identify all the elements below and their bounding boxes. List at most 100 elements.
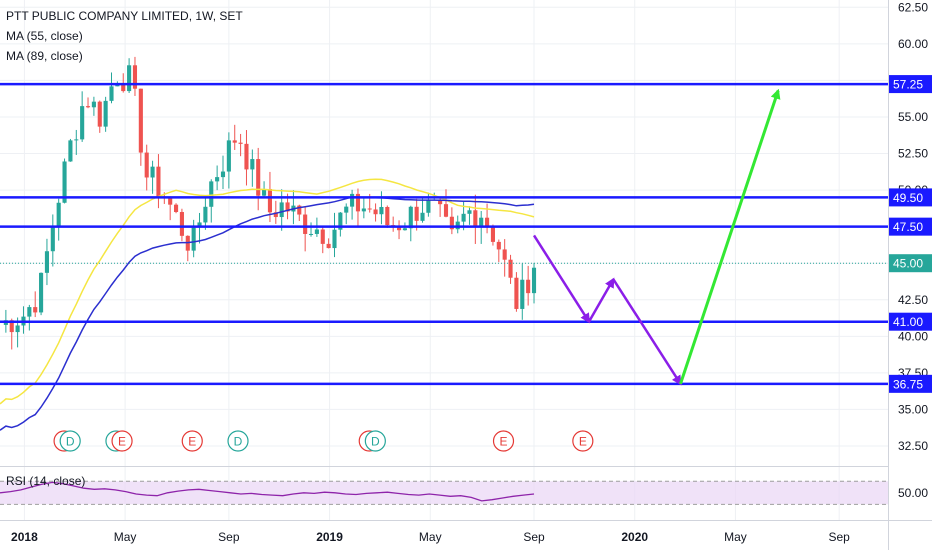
earnings-marker [492, 430, 515, 452]
time-tick-label: Sep [523, 530, 545, 544]
level-label: 36.75 [893, 377, 923, 391]
candle-body [473, 210, 478, 228]
candle-body [355, 193, 361, 212]
candle-body [68, 140, 73, 162]
candle-body [531, 267, 537, 294]
earnings-marker [572, 430, 594, 452]
candle-body [408, 206, 413, 229]
level-tag [889, 374, 932, 393]
level-label: 57.25 [893, 78, 923, 92]
candle-body [361, 208, 366, 212]
projection-down-arrow [612, 278, 682, 386]
ma89-line [0, 196, 535, 431]
candle-body [220, 171, 226, 178]
candle-body [262, 188, 267, 196]
candle-body [490, 226, 495, 242]
dividend-label: D [371, 435, 380, 449]
candle-body [420, 212, 425, 221]
earnings-label: E [579, 435, 587, 449]
earnings-label: E [118, 435, 126, 449]
candle-body [97, 101, 102, 127]
candle-body [285, 202, 290, 212]
candle-body [197, 222, 202, 228]
candle-body [27, 307, 32, 317]
candle-body [9, 320, 14, 333]
ma55-legend: MA (55, close) [6, 29, 83, 43]
projection-down-arrow [587, 277, 615, 323]
candle-body [314, 229, 319, 234]
candle-body [144, 152, 149, 178]
candle-body [402, 228, 407, 231]
level-label: 47.50 [893, 220, 923, 234]
candle-body [350, 193, 355, 207]
candle-body [168, 197, 173, 205]
price-tick-label: 40.00 [898, 329, 928, 343]
level-tag [889, 312, 932, 331]
candle-body [461, 213, 466, 222]
candle-body [121, 84, 126, 92]
horizontal-levels: 57.25 49.50 47.50 41.00 36.75 [0, 75, 932, 393]
candles [3, 56, 537, 350]
candle-body [215, 177, 220, 182]
candle-body [191, 227, 196, 251]
candle-body [443, 204, 449, 217]
time-tick-label: Sep [218, 530, 240, 544]
earnings-marker [181, 430, 203, 452]
candle-body [85, 106, 91, 108]
candle-body [496, 241, 501, 250]
candle-body [467, 210, 472, 214]
grid [0, 0, 888, 520]
candle-body [367, 208, 372, 210]
ma55-line [0, 178, 535, 405]
level-tag [889, 188, 932, 207]
candle-body [250, 159, 255, 170]
candle-body [209, 181, 214, 207]
last-price-tag [889, 254, 932, 273]
time-tick-label: May [724, 530, 747, 544]
candle-body [379, 206, 384, 215]
candle-body [138, 88, 143, 153]
candle-body [438, 199, 443, 205]
chart-title: PTT PUBLIC COMPANY LIMITED, 1W, SET [6, 9, 243, 23]
candle-body [127, 65, 132, 92]
candle-body [103, 100, 108, 127]
candle-body [332, 229, 337, 249]
candle-body [56, 202, 61, 227]
rsi-legend: RSI (14, close) [6, 474, 86, 488]
candle-body [238, 142, 243, 144]
candle-body [109, 86, 114, 101]
candle-body [526, 279, 531, 294]
candle-body [396, 227, 402, 231]
price-tick-label: 55.00 [898, 110, 928, 124]
candle-body [39, 272, 44, 313]
candle-body [150, 166, 155, 178]
candle-body [279, 202, 284, 218]
candle-body [338, 212, 343, 230]
earnings-label: E [188, 435, 196, 449]
candle-body [156, 166, 161, 197]
price-tick-label: 32.50 [898, 439, 928, 453]
candle-body [232, 140, 237, 143]
level-tag [889, 217, 932, 236]
candle-body [344, 206, 349, 213]
time-axis: 2018 May Sep 2019 May Sep 2020 May Sep [11, 530, 850, 544]
candle-body [303, 214, 308, 234]
projection-down-arrow [532, 234, 591, 324]
price-tick-label: 62.50 [898, 0, 928, 14]
last-price-label: 45.00 [893, 257, 923, 271]
candle-body [485, 217, 490, 227]
chart-legend: PTT PUBLIC COMPANY LIMITED, 1W, SET MA (… [6, 6, 243, 66]
candle-body [80, 106, 85, 140]
candle-body [385, 206, 390, 226]
candle-body [256, 159, 261, 196]
candle-body [33, 307, 38, 313]
rsi-band [0, 481, 888, 505]
candle-body [244, 143, 249, 170]
candle-body [50, 226, 55, 252]
time-tick-label: 2020 [621, 530, 648, 544]
dividend-marker [364, 430, 386, 452]
candle-body [308, 233, 314, 235]
